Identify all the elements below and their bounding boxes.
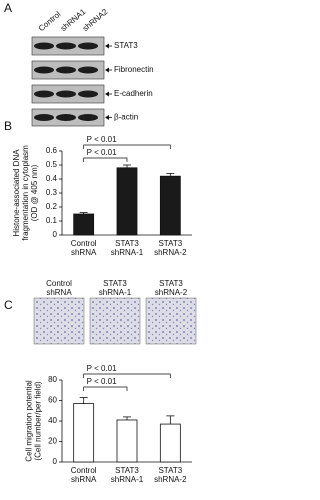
- significance-label: P < 0.01: [87, 135, 117, 144]
- significance-label: P < 0.01: [87, 364, 117, 373]
- blot-band: [78, 90, 98, 98]
- x-tick-label: Control: [71, 466, 97, 475]
- panel-label: C: [4, 298, 13, 312]
- y-tick-label: 0: [53, 230, 58, 239]
- bar: [73, 213, 95, 236]
- significance-bracket: [83, 386, 128, 391]
- western-blot: ControlshRNA1shRNA2STAT3FibronectinE-cad…: [31, 7, 154, 127]
- image-label: shRNA-1: [99, 288, 132, 297]
- blot-band: [56, 114, 76, 121]
- blot-band: [78, 114, 98, 121]
- x-tick-label: shRNA-1: [111, 475, 144, 484]
- micrograph: [145, 297, 197, 345]
- significance-label: P < 0.01: [87, 377, 117, 386]
- y-axis-title: Cell migration potential: [25, 380, 34, 462]
- image-label: STAT3: [159, 279, 183, 288]
- y-axis-title: fragmentation in cytoplasm: [21, 145, 30, 241]
- x-tick-label: Control: [71, 239, 97, 248]
- x-tick-label: shRNA-2: [154, 248, 187, 257]
- arrow-head: [105, 43, 109, 49]
- image-label: Control: [46, 279, 72, 288]
- blot-band: [34, 90, 54, 98]
- x-tick-label: STAT3: [158, 239, 182, 248]
- arrow-head: [105, 91, 109, 97]
- x-tick-label: STAT3: [115, 466, 139, 475]
- y-tick-label: 0: [53, 457, 58, 466]
- lane-label: Control: [37, 10, 63, 34]
- x-tick-label: STAT3: [115, 239, 139, 248]
- y-tick-label: 40: [48, 416, 57, 425]
- y-tick-label: 0.6: [46, 146, 58, 155]
- arrow-head: [105, 115, 109, 120]
- significance-bracket: [83, 144, 171, 149]
- arrow-head: [105, 67, 109, 73]
- significance-label: P < 0.01: [87, 148, 117, 157]
- panel-label: A: [4, 1, 12, 15]
- y-tick-label: 0.4: [46, 174, 58, 183]
- protein-label: β-actin: [114, 113, 138, 122]
- y-tick-label: 80: [48, 375, 57, 384]
- y-tick-label: 20: [48, 437, 57, 446]
- y-tick-label: 0.1: [46, 216, 58, 225]
- image-label: shRNA: [46, 288, 72, 297]
- x-tick-label: shRNA-2: [154, 475, 187, 484]
- blot-band: [34, 42, 54, 50]
- blot-band: [34, 66, 54, 74]
- y-axis-title: (Cell number/per field): [34, 381, 43, 460]
- y-tick-label: 0.2: [46, 202, 58, 211]
- blot-band: [56, 42, 76, 50]
- bar: [116, 167, 138, 236]
- image-label: STAT3: [103, 279, 127, 288]
- lane-label: shRNA2: [81, 7, 110, 33]
- y-tick-label: 0.5: [46, 160, 58, 169]
- x-tick-label: shRNA: [71, 248, 97, 257]
- significance-bracket: [83, 157, 128, 162]
- bar: [116, 419, 138, 463]
- figure: A B C ControlshRNA1shRNA2STAT3Fibronecti…: [4, 1, 197, 484]
- image-label: shRNA-2: [155, 288, 188, 297]
- protein-label: STAT3: [114, 41, 138, 50]
- blot-band: [78, 42, 98, 50]
- blot-band: [56, 90, 76, 98]
- protein-label: Fibronectin: [114, 65, 154, 74]
- micrograph: [33, 297, 85, 345]
- x-tick-label: STAT3: [158, 466, 182, 475]
- panel-label: B: [4, 119, 12, 133]
- y-tick-label: 60: [48, 396, 57, 405]
- blot-band: [34, 114, 54, 121]
- blot-band: [78, 66, 98, 74]
- x-tick-label: shRNA-1: [111, 248, 144, 257]
- bar: [73, 403, 95, 463]
- blot-band: [56, 66, 76, 74]
- significance-bracket: [83, 373, 171, 378]
- x-tick-label: shRNA: [71, 475, 97, 484]
- y-axis-title: (OD @ 405 nm): [30, 164, 39, 221]
- bar: [159, 175, 181, 236]
- y-axis-title: Histone-associated DNA: [12, 149, 21, 237]
- y-tick-label: 0.3: [46, 188, 58, 197]
- bar: [159, 423, 181, 463]
- micrograph: [89, 297, 141, 345]
- protein-label: E-cadherin: [114, 89, 153, 98]
